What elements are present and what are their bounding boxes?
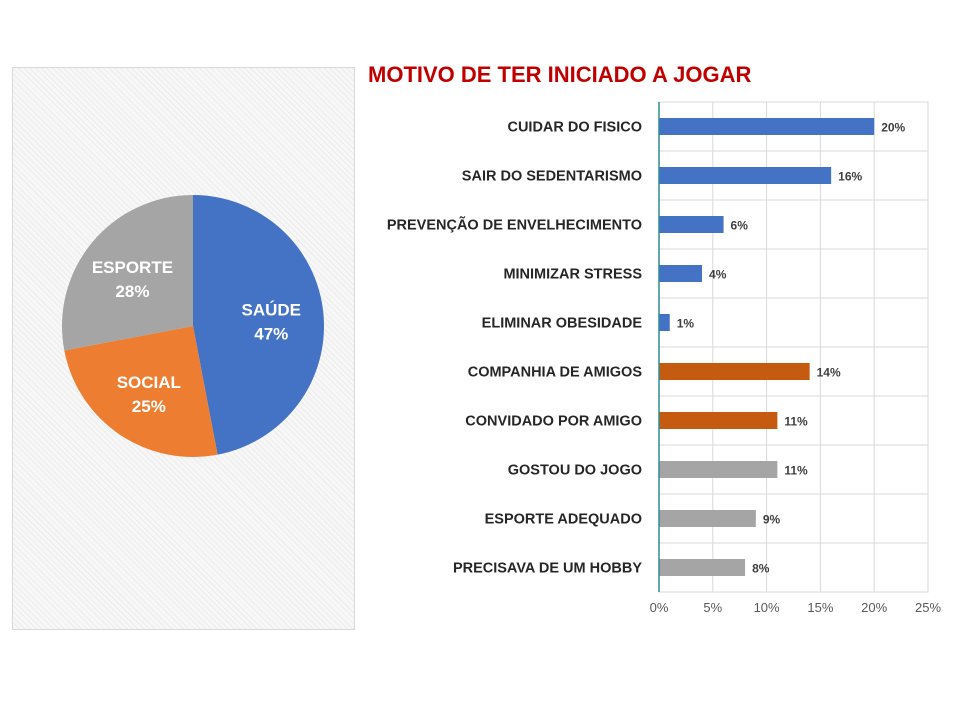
bar — [659, 510, 756, 527]
pie-slice-social — [64, 326, 218, 457]
bar — [659, 412, 778, 429]
category-label: ELIMINAR OBESIDADE — [482, 316, 643, 332]
bar-value-label: 16% — [838, 170, 862, 184]
bar — [659, 167, 832, 184]
category-label: SAIR DO SEDENTARISMO — [462, 169, 642, 185]
bar — [659, 216, 724, 233]
category-label: ESPORTE ADEQUADO — [485, 512, 642, 528]
x-tick-label: 10% — [754, 600, 780, 615]
bar-value-label: 9% — [763, 513, 781, 527]
pie-slice-saúde — [193, 195, 325, 455]
category-label: MINIMIZAR STRESS — [503, 267, 642, 283]
bar-value-label: 14% — [817, 366, 841, 380]
pie-slice-label: ESPORTE — [92, 258, 173, 277]
bar-value-label: 11% — [784, 464, 808, 478]
pie-slice-value: 28% — [115, 282, 149, 301]
category-label: GOSTOU DO JOGO — [508, 463, 642, 479]
pie-slice-esporte — [61, 195, 193, 351]
bar — [659, 265, 703, 282]
x-tick-label: 20% — [861, 600, 887, 615]
bar-value-label: 4% — [709, 268, 727, 282]
category-label: PREVENÇÃO DE ENVELHECIMENTO — [387, 216, 642, 234]
bar — [659, 314, 670, 331]
pie-slice-label: SOCIAL — [117, 373, 181, 392]
x-tick-label: 25% — [915, 600, 941, 615]
bar-value-label: 11% — [784, 415, 808, 429]
pie-slice-label: SAÚDE — [241, 301, 301, 320]
bar-value-label: 6% — [731, 219, 749, 233]
bar-value-label: 20% — [881, 121, 905, 135]
category-label: CONVIDADO POR AMIGO — [465, 414, 642, 430]
category-label: COMPANHIA DE AMIGOS — [468, 365, 643, 381]
x-tick-label: 5% — [703, 600, 722, 615]
pie-slice-value: 25% — [132, 397, 166, 416]
bar-value-label: 1% — [677, 317, 695, 331]
x-tick-label: 15% — [807, 600, 833, 615]
bar-chart-title: MOTIVO DE TER INICIADO A JOGAR — [368, 62, 752, 87]
bar — [659, 118, 875, 135]
x-tick-label: 0% — [650, 600, 669, 615]
bar — [659, 363, 810, 380]
bar — [659, 559, 746, 576]
bar — [659, 461, 778, 478]
category-label: PRECISAVA DE UM HOBBY — [453, 561, 642, 577]
bar-value-label: 8% — [752, 562, 770, 576]
category-label: CUIDAR DO FISICO — [507, 120, 642, 136]
pie-slice-value: 47% — [254, 325, 288, 344]
